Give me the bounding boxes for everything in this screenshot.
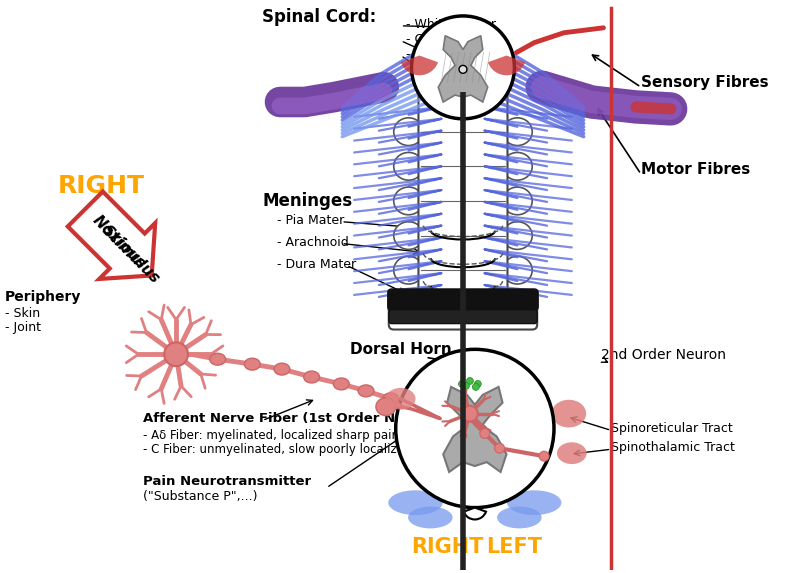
Circle shape [466, 378, 474, 384]
Text: - Central Canal: - Central Canal [406, 33, 499, 46]
Ellipse shape [376, 398, 396, 415]
Wedge shape [464, 508, 486, 520]
Text: - Aδ Fiber: myelinated, localized sharp pain: - Aδ Fiber: myelinated, localized sharp … [143, 429, 399, 442]
Ellipse shape [334, 378, 350, 390]
Ellipse shape [502, 222, 532, 249]
Circle shape [494, 444, 505, 453]
Text: Sensory Fibres: Sensory Fibres [641, 74, 769, 90]
Wedge shape [401, 56, 438, 75]
Circle shape [458, 380, 466, 387]
Text: RIGHT: RIGHT [58, 174, 144, 198]
Text: - Dura Mater: - Dura Mater [277, 258, 356, 270]
Ellipse shape [408, 507, 453, 528]
Text: - Joint: - Joint [5, 321, 41, 334]
Circle shape [472, 383, 479, 390]
Ellipse shape [394, 256, 423, 284]
Ellipse shape [394, 152, 423, 180]
Ellipse shape [502, 152, 532, 180]
Ellipse shape [502, 256, 532, 284]
Ellipse shape [394, 291, 423, 319]
Text: - Skin: - Skin [5, 307, 40, 320]
Text: - Arachnoid: - Arachnoid [277, 236, 349, 249]
FancyBboxPatch shape [418, 94, 464, 313]
Text: Spinal Cord:: Spinal Cord: [262, 8, 377, 26]
Text: Spinoreticular Tract: Spinoreticular Tract [611, 422, 733, 435]
Circle shape [396, 350, 554, 508]
Text: 2nd Order Neuron: 2nd Order Neuron [602, 348, 726, 362]
FancyBboxPatch shape [389, 310, 537, 324]
FancyBboxPatch shape [462, 94, 507, 313]
Circle shape [462, 406, 478, 422]
Text: Noxious: Noxious [89, 213, 148, 272]
Text: - C Fiber: unmyelinated, slow poorly localized pain: - C Fiber: unmyelinated, slow poorly loc… [143, 443, 442, 456]
Circle shape [462, 382, 470, 390]
Text: Spinothalamic Tract: Spinothalamic Tract [611, 441, 735, 454]
Circle shape [480, 429, 490, 438]
Text: Stimulus: Stimulus [98, 222, 162, 286]
Ellipse shape [210, 354, 226, 365]
Ellipse shape [502, 291, 532, 319]
FancyBboxPatch shape [388, 289, 538, 311]
Ellipse shape [497, 507, 542, 528]
Circle shape [459, 65, 467, 73]
Text: LEFT: LEFT [486, 537, 542, 557]
Ellipse shape [551, 400, 586, 427]
Circle shape [164, 343, 188, 366]
Circle shape [539, 451, 549, 461]
Text: Meninges: Meninges [262, 192, 352, 210]
Text: Periphery: Periphery [5, 290, 82, 304]
Text: Motor Fibres: Motor Fibres [641, 162, 750, 177]
FancyBboxPatch shape [389, 295, 537, 329]
Text: - Pia Mater: - Pia Mater [277, 214, 344, 227]
Ellipse shape [386, 388, 415, 410]
Ellipse shape [244, 358, 260, 370]
Wedge shape [488, 56, 525, 75]
Text: RIGHT: RIGHT [411, 537, 483, 557]
Circle shape [474, 380, 482, 387]
Text: - White Matter: - White Matter [406, 18, 496, 32]
Ellipse shape [502, 187, 532, 215]
Ellipse shape [394, 222, 423, 249]
Ellipse shape [394, 118, 423, 146]
Circle shape [411, 16, 514, 119]
Ellipse shape [358, 385, 374, 397]
Text: Afferent Nerve Fiber (1st Order Neuron): Afferent Nerve Fiber (1st Order Neuron) [143, 412, 446, 425]
Text: - Gray Matter: - Gray Matter [406, 48, 490, 61]
Text: ("Substance P",...): ("Substance P",...) [143, 490, 258, 503]
Polygon shape [438, 36, 488, 102]
Ellipse shape [304, 371, 319, 383]
Ellipse shape [274, 363, 290, 375]
Text: Dorsal Horn: Dorsal Horn [350, 342, 451, 357]
Text: Pain Neurotransmitter: Pain Neurotransmitter [143, 476, 311, 488]
Ellipse shape [383, 393, 398, 405]
Polygon shape [68, 191, 155, 279]
Ellipse shape [557, 442, 586, 464]
Ellipse shape [507, 490, 562, 515]
Ellipse shape [394, 187, 423, 215]
Polygon shape [443, 387, 506, 472]
Ellipse shape [502, 118, 532, 146]
Ellipse shape [388, 490, 442, 515]
